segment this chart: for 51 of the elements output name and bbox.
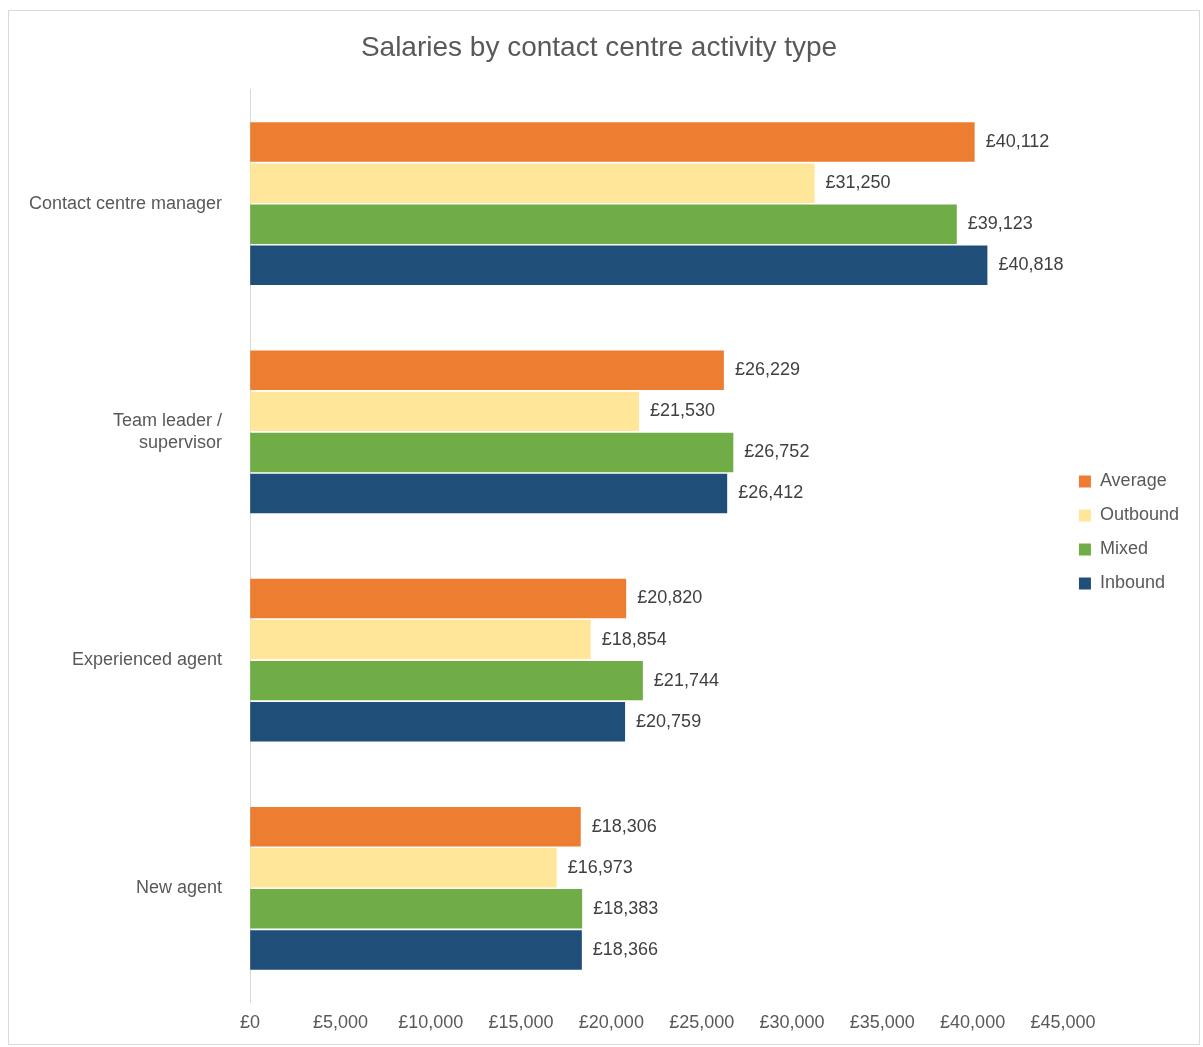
x-tick-label: £40,000 <box>940 1012 1006 1033</box>
data-label: £20,759 <box>636 710 702 731</box>
data-label: £26,229 <box>734 359 800 380</box>
bar <box>250 848 557 888</box>
y-tick-label: Experienced agent <box>72 649 223 670</box>
legend-label: Outbound <box>1099 504 1180 525</box>
y-tick-label: New agent <box>136 877 223 898</box>
x-tick-label: £5,000 <box>312 1012 368 1033</box>
data-label: £18,383 <box>593 897 659 918</box>
x-tick-label: £0 <box>240 1012 261 1033</box>
bar <box>250 702 626 742</box>
data-label: £20,820 <box>637 587 703 608</box>
bar <box>250 163 815 203</box>
x-tick-label: £10,000 <box>398 1012 464 1033</box>
data-label: £18,854 <box>601 628 667 649</box>
data-label: £18,366 <box>592 938 658 959</box>
data-label: £26,412 <box>738 482 804 503</box>
bar <box>250 350 724 390</box>
bar <box>250 619 591 660</box>
bar <box>250 122 975 162</box>
bar <box>250 245 988 286</box>
data-label: £40,818 <box>998 254 1064 275</box>
bar <box>250 204 957 244</box>
bar <box>250 889 583 929</box>
bar <box>250 391 639 432</box>
chart-title: Salaries by contact centre activity type <box>360 30 838 62</box>
data-label: £21,744 <box>653 669 719 690</box>
legend-label: Mixed <box>1099 538 1148 559</box>
data-label: £16,973 <box>567 856 633 877</box>
x-tick-label: £30,000 <box>759 1012 825 1033</box>
y-tick-label: Team leader / supervisor <box>113 410 223 452</box>
data-label: £31,250 <box>825 172 891 193</box>
bar <box>250 578 627 619</box>
legend-label: Inbound <box>1099 572 1166 593</box>
bar <box>250 806 581 847</box>
data-label: £40,112 <box>985 131 1050 152</box>
data-label: £26,752 <box>744 441 810 462</box>
bar <box>250 930 582 970</box>
x-tick-label: £45,000 <box>1030 1012 1096 1033</box>
data-label: £18,306 <box>591 815 657 836</box>
y-tick-label: Contact centre manager <box>29 192 223 213</box>
bar <box>250 473 728 514</box>
legend-label: Average <box>1099 470 1167 491</box>
x-tick-label: £15,000 <box>488 1012 554 1033</box>
bar <box>250 432 734 473</box>
bar <box>250 660 643 701</box>
x-tick-label: £35,000 <box>849 1012 915 1033</box>
x-tick-label: £25,000 <box>669 1012 735 1033</box>
data-label: £39,123 <box>967 213 1033 234</box>
data-label: £21,530 <box>650 400 716 421</box>
x-tick-label: £20,000 <box>578 1012 644 1033</box>
